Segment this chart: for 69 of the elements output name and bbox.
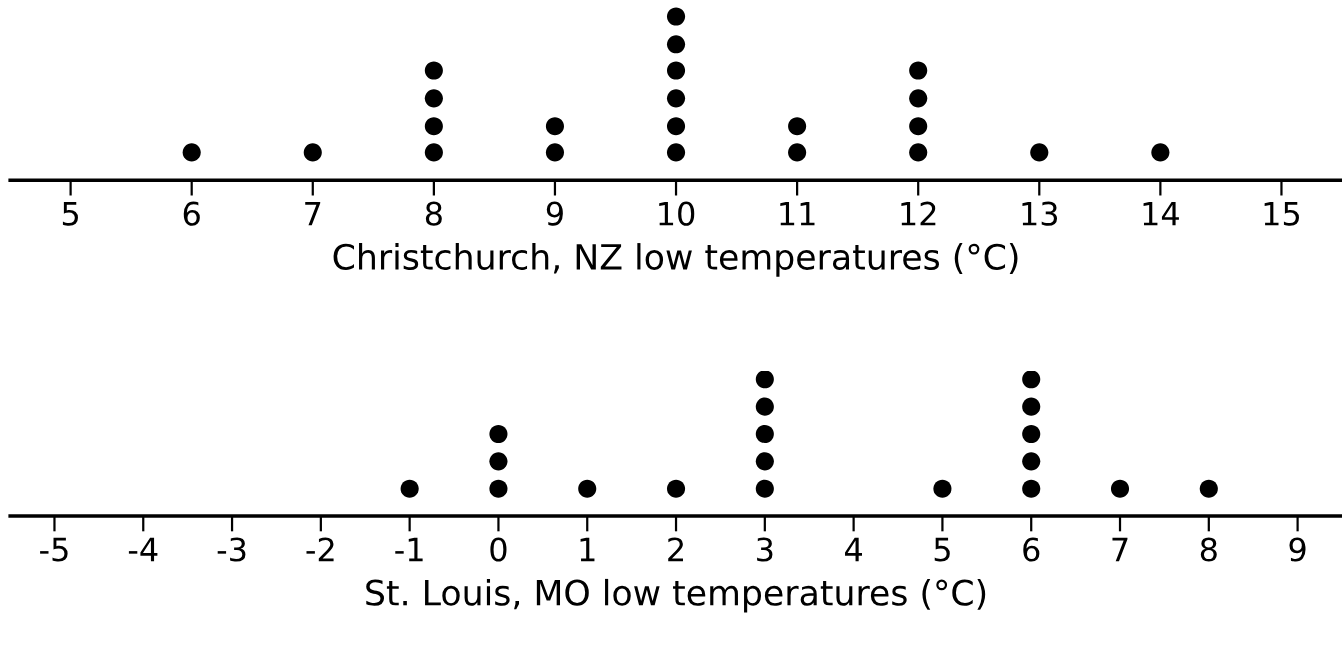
point — [303, 143, 322, 162]
point — [755, 424, 774, 444]
point — [666, 89, 686, 108]
x-tick-label: 5 — [934, 537, 950, 562]
point — [578, 479, 597, 498]
x-tick-label: 14 — [1143, 202, 1179, 226]
x-tick-label: 15 — [1264, 202, 1299, 226]
point — [666, 7, 686, 26]
point — [424, 117, 443, 136]
x-tick-label: -4 — [128, 537, 158, 562]
x-axis-title: Christchurch, NZ low temperatures (°C) — [333, 243, 1018, 277]
x-tick-label: 5 — [62, 202, 78, 226]
x-axis-title: St. Louis, MO low temperatures (°C) — [366, 578, 986, 613]
point — [788, 117, 807, 136]
point — [666, 143, 686, 162]
point — [1022, 371, 1041, 389]
point — [545, 117, 564, 136]
point — [666, 61, 686, 80]
point — [489, 452, 508, 471]
x-tick-label: 8 — [425, 201, 442, 226]
point — [755, 479, 774, 498]
x-tick-label: 7 — [1112, 537, 1128, 562]
x-tick-label: 4 — [845, 537, 862, 562]
point — [489, 479, 508, 498]
point — [545, 143, 564, 162]
point — [1199, 479, 1218, 498]
point — [1022, 397, 1041, 416]
x-tick-label: 13 — [1022, 201, 1058, 226]
point — [1022, 452, 1041, 471]
point — [424, 61, 443, 80]
x-tick-label: -1 — [395, 537, 423, 562]
x-tick-label: -5 — [40, 537, 68, 562]
point — [909, 143, 928, 162]
point — [1022, 424, 1041, 444]
point — [755, 452, 774, 471]
x-tick-label: 3 — [757, 537, 773, 562]
point — [666, 117, 686, 136]
point — [755, 397, 774, 416]
point — [182, 143, 201, 162]
x-tick-label: -3 — [217, 537, 246, 562]
point — [909, 117, 928, 136]
x-tick-label: 9 — [546, 201, 563, 226]
point — [424, 89, 443, 108]
point — [1022, 479, 1041, 498]
x-tick-label: 9 — [1289, 537, 1306, 562]
point — [909, 89, 928, 108]
x-tick-label: 11 — [780, 202, 815, 226]
point — [666, 35, 686, 54]
x-tick-label: 6 — [1023, 537, 1040, 562]
x-tick-label: 6 — [183, 201, 200, 226]
x-tick-label: 0 — [490, 537, 507, 562]
point — [489, 424, 508, 444]
x-tick-label: 1 — [580, 537, 595, 562]
point — [909, 61, 928, 80]
point — [1110, 479, 1130, 498]
point — [933, 479, 952, 498]
point — [666, 479, 686, 498]
x-tick-label: -2 — [306, 537, 334, 562]
point — [424, 143, 443, 162]
x-tick-label: 2 — [668, 537, 683, 562]
point — [788, 143, 807, 162]
x-tick-label: 7 — [305, 202, 321, 226]
point — [1030, 143, 1049, 162]
point — [1151, 143, 1170, 162]
x-tick-label: 10 — [659, 201, 695, 226]
x-tick-label: 8 — [1200, 537, 1217, 562]
x-tick-label: 12 — [901, 201, 936, 226]
point — [400, 479, 419, 498]
point — [755, 371, 774, 389]
